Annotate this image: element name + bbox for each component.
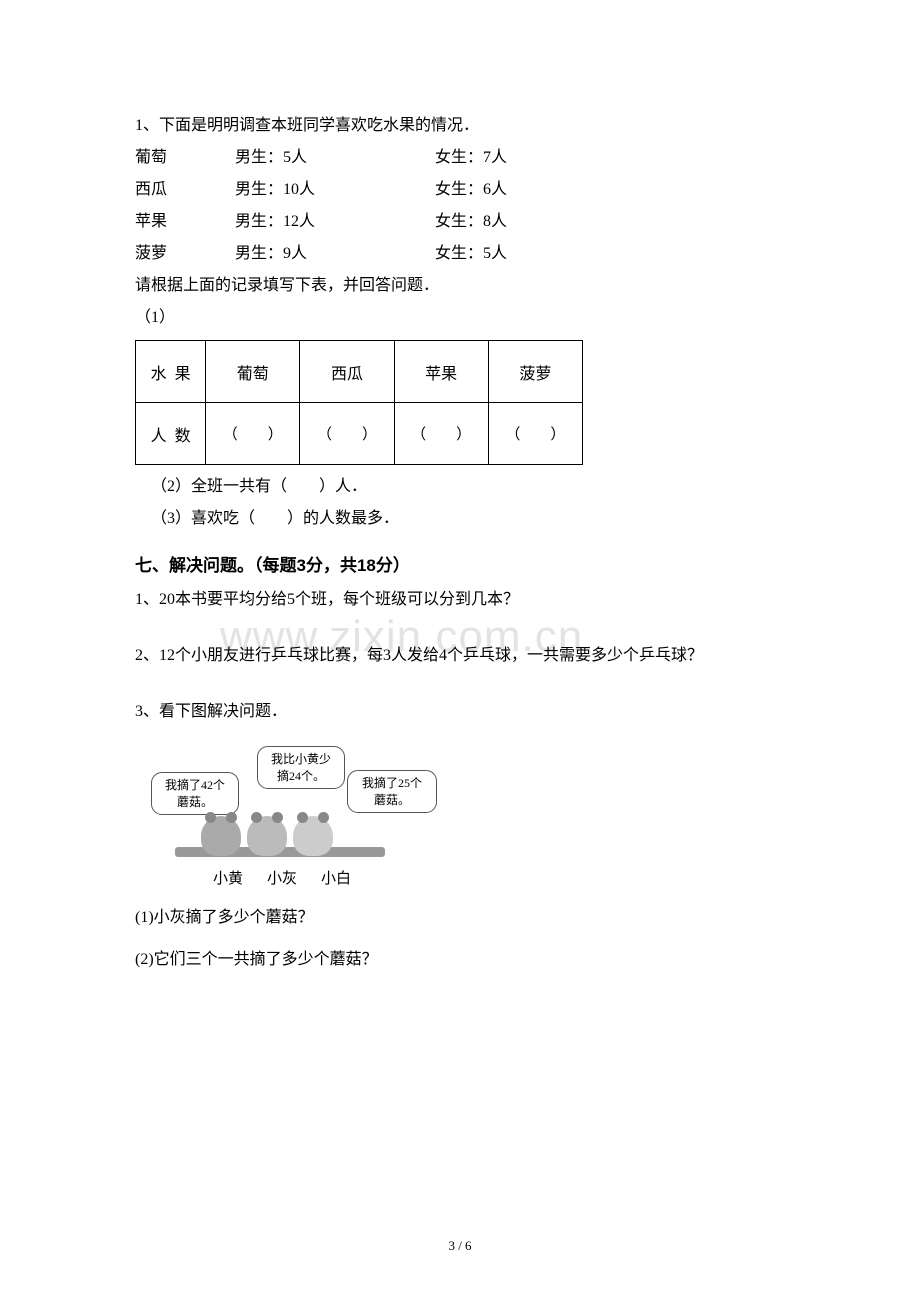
mushroom-figure: 我比小黄少 摘24个。 我摘了42个 蘑菇。 我摘了25个 蘑菇。 小黄 小灰 … [135, 736, 785, 894]
bubble2-line1: 我比小黄少 [271, 752, 331, 766]
section-7-title: 七、解决问题。（每题3分，共18分） [135, 547, 785, 584]
table-blank-cell: （ ） [206, 403, 300, 465]
table-header: 苹果 [394, 341, 488, 403]
fruit-name: 葡萄 [135, 142, 235, 174]
animal-label: 小黄 [213, 867, 243, 888]
animal-label: 小白 [321, 867, 351, 888]
fruit-name: 西瓜 [135, 174, 235, 206]
male-count: 男生：12人 [235, 206, 435, 238]
bubble3-line1: 我摘了25个 [362, 776, 422, 790]
table-header-left: 水果 [136, 341, 206, 403]
speech-bubble-3: 我摘了25个 蘑菇。 [347, 770, 437, 812]
s7-q2: 2、12个小朋友进行乒乓球比赛，每3人发给4个乒乓球，一共需要多少个乒乓球？ [135, 640, 785, 672]
table-row-label: 人数 [136, 403, 206, 465]
spacer [135, 672, 785, 696]
table-header: 菠萝 [488, 341, 582, 403]
fruit-data-row: 苹果 男生：12人 女生：8人 [135, 206, 785, 238]
fruit-name: 菠萝 [135, 238, 235, 270]
spacer [135, 616, 785, 640]
animal-labels: 小黄 小灰 小白 [213, 867, 785, 888]
animals-group [201, 808, 391, 856]
animal-icon [247, 816, 287, 856]
bubble3-line2: 蘑菇。 [374, 793, 410, 807]
table-header: 西瓜 [300, 341, 394, 403]
animal-label: 小灰 [267, 867, 297, 888]
fruit-name: 苹果 [135, 206, 235, 238]
female-count: 女生：7人 [435, 142, 585, 174]
table-row: 人数 （ ） （ ） （ ） （ ） [136, 403, 583, 465]
animal-icon [201, 816, 241, 856]
s7-q3: 3、看下图解决问题． [135, 696, 785, 728]
table-row: 水果 葡萄 西瓜 苹果 菠萝 [136, 341, 583, 403]
table-blank-cell: （ ） [300, 403, 394, 465]
table-blank-cell: （ ） [488, 403, 582, 465]
bubble2-line2: 摘24个。 [277, 769, 325, 783]
male-count: 男生：5人 [235, 142, 435, 174]
table-header: 葡萄 [206, 341, 300, 403]
q1-sub1: （1） [135, 302, 785, 334]
page-content: 1、下面是明明调查本班同学喜欢吃水果的情况． 葡萄 男生：5人 女生：7人 西瓜… [135, 110, 785, 976]
male-count: 男生：10人 [235, 174, 435, 206]
s7-q3-2: (2)它们三个一共摘了多少个蘑菇？ [135, 944, 785, 976]
female-count: 女生：5人 [435, 238, 585, 270]
q1-sub2: （2）全班一共有（ ）人． [135, 471, 785, 503]
spacer [135, 934, 785, 944]
q1-intro: 1、下面是明明调查本班同学喜欢吃水果的情况． [135, 110, 785, 142]
fruit-data-row: 葡萄 男生：5人 女生：7人 [135, 142, 785, 174]
female-count: 女生：6人 [435, 174, 585, 206]
female-count: 女生：8人 [435, 206, 585, 238]
animal-icon [293, 816, 333, 856]
s7-q1: 1、20本书要平均分给5个班，每个班级可以分到几本？ [135, 584, 785, 616]
s7-q3-1: (1)小灰摘了多少个蘑菇？ [135, 902, 785, 934]
speech-bubble-2: 我比小黄少 摘24个。 [257, 746, 345, 788]
fruit-data-row: 西瓜 男生：10人 女生：6人 [135, 174, 785, 206]
table-blank-cell: （ ） [394, 403, 488, 465]
q1-instruction: 请根据上面的记录填写下表，并回答问题． [135, 270, 785, 302]
fruit-table: 水果 葡萄 西瓜 苹果 菠萝 人数 （ ） （ ） （ ） （ ） [135, 340, 583, 465]
bubble1-line2: 蘑菇。 [177, 795, 213, 809]
male-count: 男生：9人 [235, 238, 435, 270]
figure-body: 我比小黄少 摘24个。 我摘了42个 蘑菇。 我摘了25个 蘑菇。 [155, 746, 435, 861]
page-number: 3 / 6 [0, 1238, 920, 1254]
bubble1-line1: 我摘了42个 [165, 778, 225, 792]
q1-sub3: （3）喜欢吃（ ）的人数最多． [135, 503, 785, 535]
fruit-data-row: 菠萝 男生：9人 女生：5人 [135, 238, 785, 270]
